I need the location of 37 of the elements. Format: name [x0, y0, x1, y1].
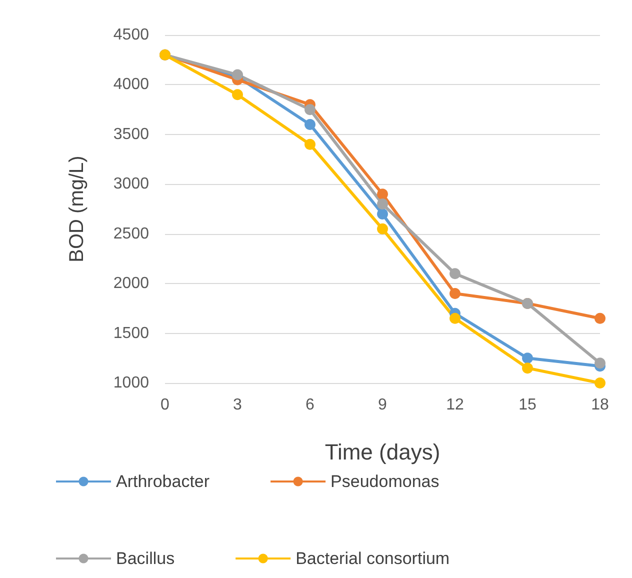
y-tick-label: 2000	[113, 275, 150, 292]
x-axis-title: Time (days)	[324, 440, 440, 464]
point	[377, 198, 388, 210]
y-tick-label: 2500	[113, 225, 150, 242]
point	[594, 358, 606, 369]
x-tick-label: 3	[233, 396, 242, 414]
point	[304, 104, 316, 116]
x-tick-label: 6	[306, 396, 315, 414]
x-tick-label: 12	[446, 396, 464, 414]
point	[450, 288, 460, 300]
y-tick-label: 4000	[113, 76, 150, 94]
x-tick-label: 0	[160, 396, 170, 414]
point	[450, 312, 460, 324]
x-tick-label: 15	[518, 396, 536, 414]
point	[450, 268, 460, 280]
legend-label: Bacillus	[116, 549, 175, 568]
x-tick-label: 18	[591, 396, 609, 414]
point	[377, 188, 388, 200]
legend-label: Pseudomonas	[330, 472, 440, 491]
point	[304, 118, 316, 130]
legend-label: Bacterial consortium	[296, 549, 450, 568]
y-tick-label: 1500	[113, 324, 150, 342]
point	[232, 89, 243, 100]
point	[377, 208, 388, 220]
y-tick-label: 3000	[113, 176, 150, 193]
y-tick-label: 3500	[113, 126, 150, 143]
point	[304, 138, 316, 150]
point	[594, 312, 606, 324]
y-tick-label: 1000	[113, 374, 150, 392]
point	[377, 223, 388, 234]
y-tick-label: 4500	[113, 26, 150, 44]
legend-label: Arthrobacter	[116, 472, 210, 491]
x-tick-label: 9	[378, 396, 388, 414]
point	[522, 352, 533, 364]
y-axis-title: BOD (mg/L)	[66, 156, 88, 262]
point	[594, 378, 606, 388]
point	[522, 362, 533, 374]
